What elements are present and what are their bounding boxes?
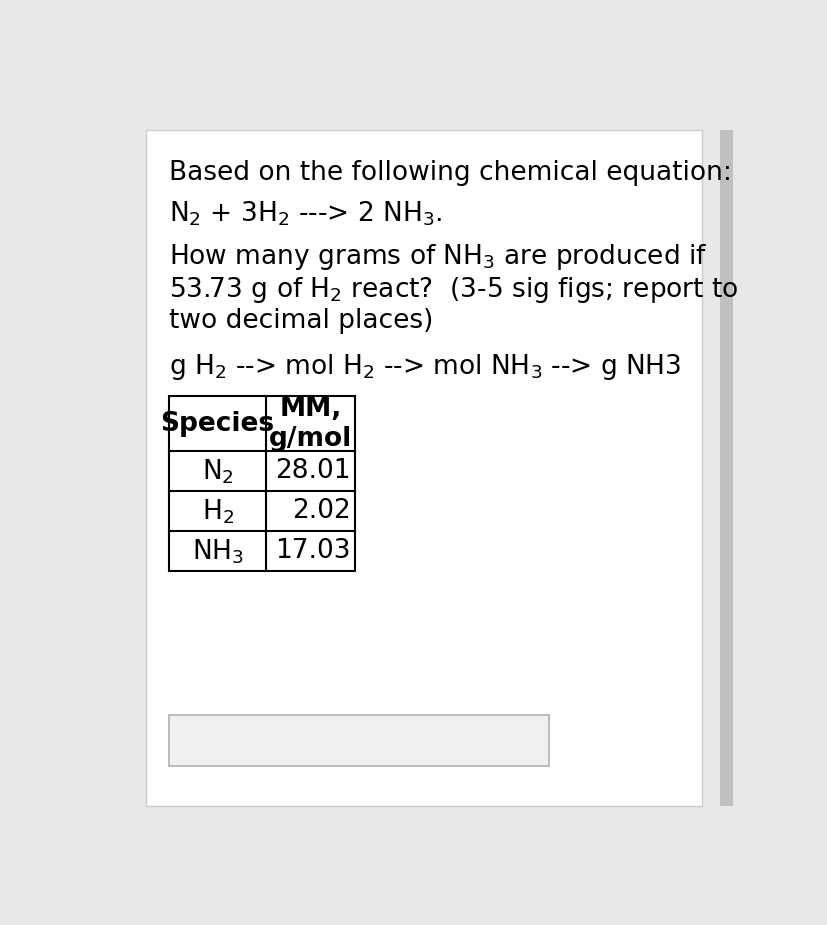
Text: 28.01: 28.01 xyxy=(275,459,351,485)
Bar xyxy=(146,130,702,807)
Text: How many grams of N$\mathregular{H_3}$ are produced if: How many grams of N$\mathregular{H_3}$ a… xyxy=(170,242,708,272)
Text: g $\mathregular{H_2}$ --> mol $\mathregular{H_2}$ --> mol N$\mathregular{H_3}$ -: g $\mathregular{H_2}$ --> mol $\mathregu… xyxy=(170,352,681,382)
Text: $\mathregular{N_2}$: $\mathregular{N_2}$ xyxy=(202,457,234,486)
Text: 2.02: 2.02 xyxy=(292,499,351,524)
Text: $\mathregular{H_2}$: $\mathregular{H_2}$ xyxy=(202,497,234,525)
Bar xyxy=(170,715,549,766)
Text: 53.73 g of $\mathregular{H_2}$ react?  (3-5 sig figs; report to: 53.73 g of $\mathregular{H_2}$ react? (3… xyxy=(170,275,739,305)
Text: Species: Species xyxy=(160,411,275,437)
Bar xyxy=(170,396,356,572)
Text: MM,
g/mol: MM, g/mol xyxy=(269,396,352,451)
Text: two decimal places): two decimal places) xyxy=(170,308,433,334)
Bar xyxy=(719,130,734,807)
Text: Based on the following chemical equation:: Based on the following chemical equation… xyxy=(170,159,732,186)
Text: 17.03: 17.03 xyxy=(275,538,351,564)
Text: $\mathregular{NH_3}$: $\mathregular{NH_3}$ xyxy=(192,537,244,566)
Text: $\mathregular{N_2}$ + 3$\mathregular{H_2}$ ---> 2 N$\mathregular{H_3}$.: $\mathregular{N_2}$ + 3$\mathregular{H_2… xyxy=(170,200,442,228)
